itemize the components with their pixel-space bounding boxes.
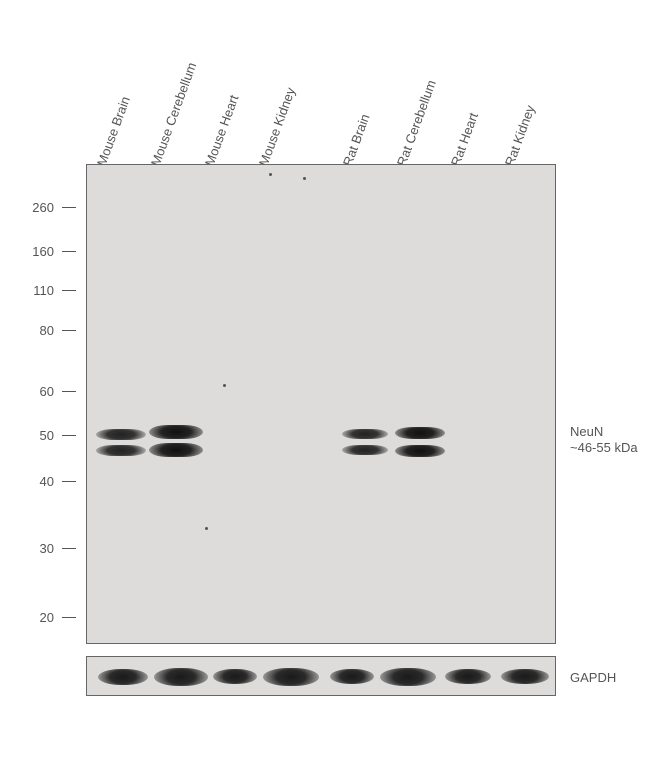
mw-label: 160 [24, 244, 54, 259]
mw-label: 30 [24, 541, 54, 556]
mw-label: 110 [24, 283, 54, 298]
mw-tick [62, 290, 76, 291]
gapdh-band [445, 669, 491, 684]
gapdh-band [501, 669, 549, 684]
lane-label: Mouse Brain [94, 94, 133, 168]
mw-label: 60 [24, 384, 54, 399]
mw-tick [62, 391, 76, 392]
speck [269, 173, 272, 176]
lane-label: Rat Brain [340, 112, 373, 168]
lane-label: Mouse Heart [202, 93, 242, 168]
neun-band-mouse-brain [96, 429, 146, 457]
mw-tick [62, 548, 76, 549]
neun-band-rat-cerebellum [395, 427, 445, 457]
gapdh-band [213, 669, 257, 684]
mw-label: 40 [24, 474, 54, 489]
loading-blot-panel [86, 656, 556, 696]
gapdh-band [154, 668, 208, 686]
mw-tick [62, 207, 76, 208]
gapdh-label: GAPDH [570, 670, 616, 685]
mw-tick [62, 435, 76, 436]
neun-band-mouse-cerebellum [149, 425, 203, 457]
mw-label: 80 [24, 323, 54, 338]
main-blot-panel [86, 164, 556, 644]
mw-tick [62, 481, 76, 482]
speck [205, 527, 208, 530]
mw-label: 50 [24, 428, 54, 443]
lane-label: Rat Heart [448, 111, 481, 168]
lane-label: Rat Cerebellum [394, 78, 439, 168]
gapdh-band [330, 669, 374, 684]
mw-tick [62, 617, 76, 618]
lane-label: Mouse Kidney [256, 85, 298, 168]
mw-label: 260 [24, 200, 54, 215]
mw-tick [62, 251, 76, 252]
gapdh-band [98, 669, 148, 685]
western-blot-figure: Mouse Brain Mouse Cerebellum Mouse Heart… [0, 0, 650, 773]
lane-label: Rat Kidney [502, 103, 538, 168]
mw-tick [62, 330, 76, 331]
lane-label: Mouse Cerebellum [148, 60, 199, 168]
neun-label: NeuN [570, 424, 603, 439]
mw-label: 20 [24, 610, 54, 625]
neun-weight-label: ~46-55 kDa [570, 440, 638, 455]
gapdh-band [380, 668, 436, 686]
speck [223, 384, 226, 387]
neun-band-rat-brain [342, 429, 388, 457]
gapdh-band [263, 668, 319, 686]
speck [303, 177, 306, 180]
